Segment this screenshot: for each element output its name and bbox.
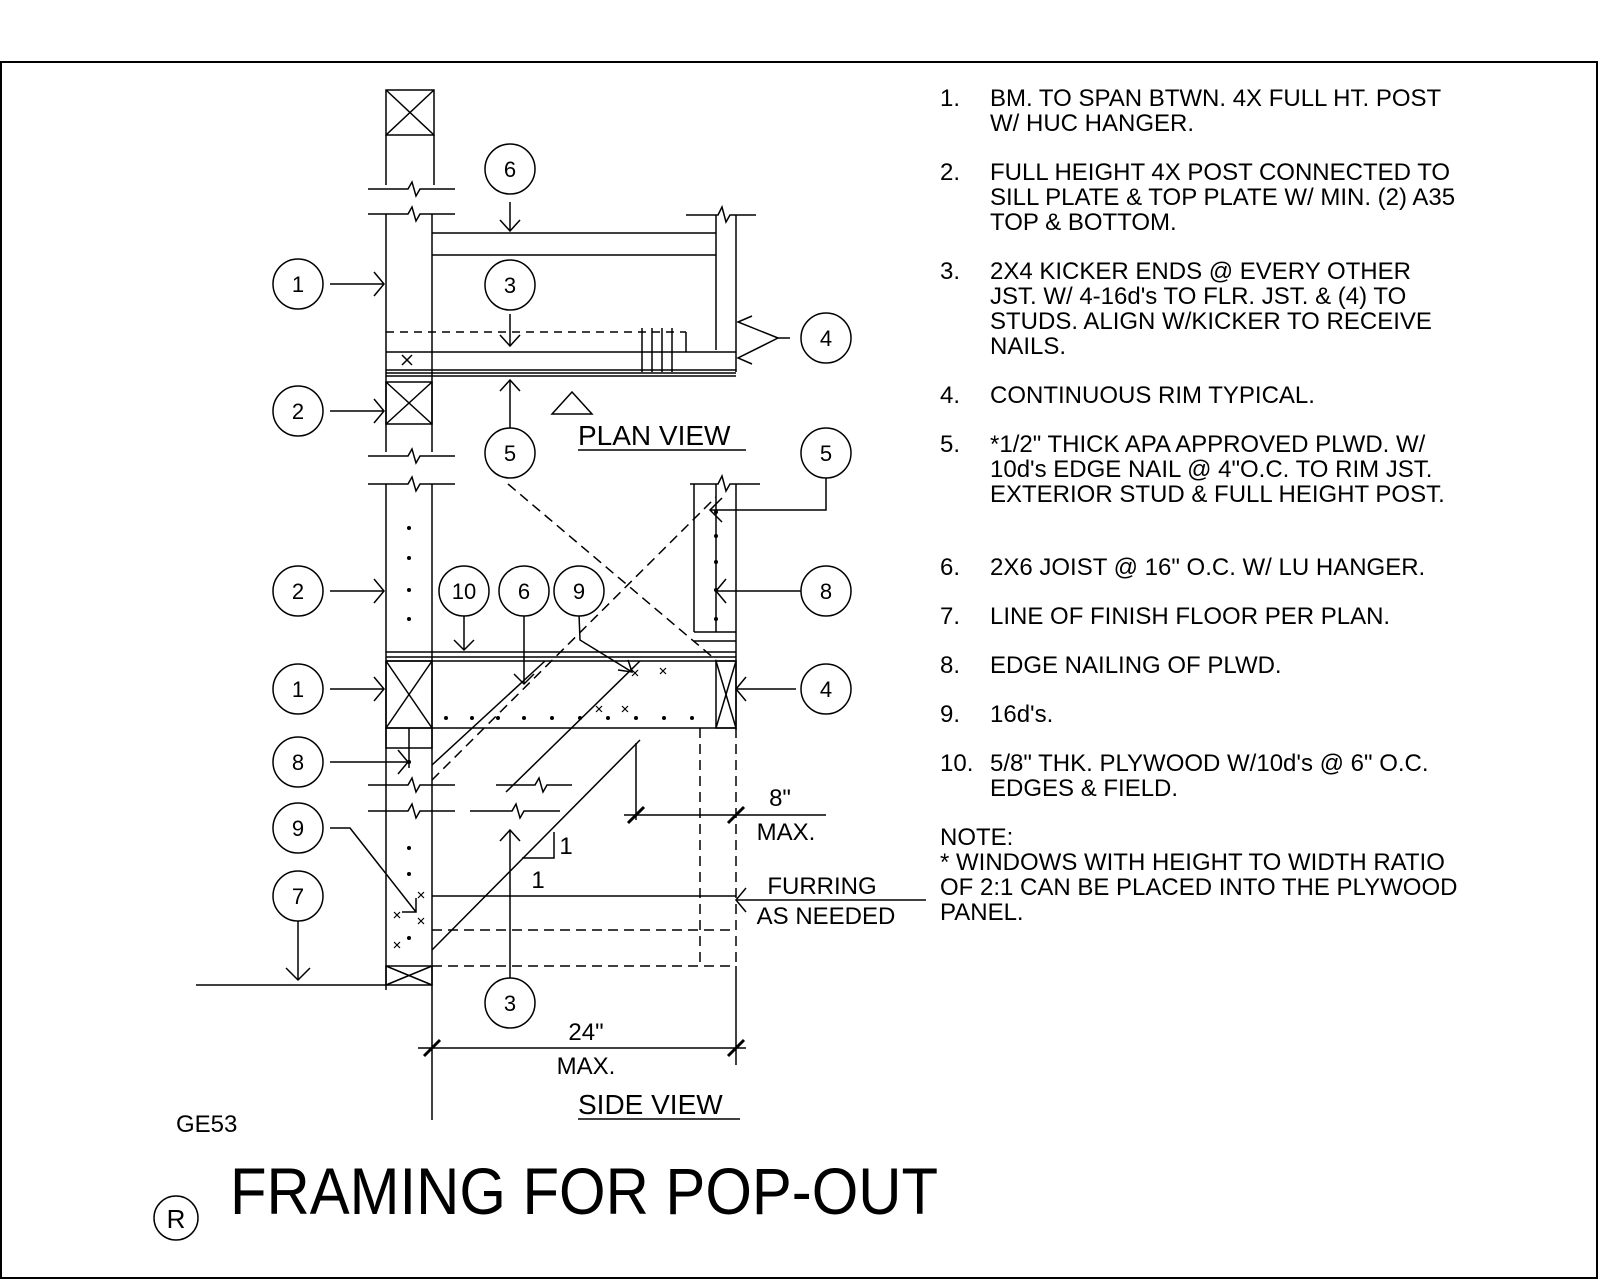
note-5: 5. *1/2" THICK APA APPROVED PLWD. W/ 10d'… bbox=[940, 432, 1460, 507]
note-number: 3. bbox=[940, 258, 961, 285]
note-number: 1. bbox=[940, 85, 961, 112]
callout-side-5: 5 bbox=[820, 441, 832, 466]
page-title: FRAMING FOR POP-OUT bbox=[230, 1154, 938, 1228]
note-text: LINE OF FINISH FLOOR PER PLAN. bbox=[990, 603, 1391, 630]
callout-side-8: 8 bbox=[820, 579, 832, 604]
slope-run: 1 bbox=[531, 867, 544, 894]
note-text: 16d's. bbox=[990, 701, 1054, 728]
note-7: 7. LINE OF FINISH FLOOR PER PLAN. bbox=[940, 604, 1460, 629]
note-text: 2X6 JOIST @ 16" O.C. W/ LU HANGER. bbox=[990, 554, 1426, 581]
callout-side-8b: 8 bbox=[292, 750, 304, 775]
note-3: 3. 2X4 KICKER ENDS @ EVERY OTHER JST. W/ … bbox=[940, 259, 1460, 359]
dim-8-max: MAX. bbox=[757, 819, 816, 846]
notes-list: 1. BM. TO SPAN BTWN. 4X FULL HT. POST W/ … bbox=[940, 86, 1460, 925]
general-note-heading: NOTE: bbox=[940, 824, 1014, 851]
sheet-code: GE53 bbox=[176, 1111, 237, 1138]
callout-side-6: 6 bbox=[518, 579, 530, 604]
note-2: 2. FULL HEIGHT 4X POST CONNECTED TO SILL … bbox=[940, 160, 1460, 235]
note-4: 4. CONTINUOUS RIM TYPICAL. bbox=[940, 383, 1460, 408]
callout-side-3: 3 bbox=[504, 991, 516, 1016]
dim-24-max: MAX. bbox=[557, 1053, 616, 1080]
note-text: *1/2" THICK APA APPROVED PLWD. W/ 10d's … bbox=[990, 431, 1445, 508]
furring-label-2: AS NEEDED bbox=[757, 903, 896, 930]
furring-label-1: FURRING bbox=[767, 873, 876, 900]
note-number: 7. bbox=[940, 603, 961, 630]
note-9: 9. 16d's. bbox=[940, 702, 1460, 727]
note-number: 9. bbox=[940, 701, 961, 728]
note-number: 4. bbox=[940, 382, 961, 409]
callout-side-2: 2 bbox=[292, 579, 304, 604]
note-6: 6. 2X6 JOIST @ 16" O.C. W/ LU HANGER. bbox=[940, 555, 1460, 580]
callout-side-1: 1 bbox=[292, 677, 304, 702]
dim-24-value: 24" bbox=[568, 1019, 603, 1046]
note-text: 5/8" THK. PLYWOOD W/10d's @ 6" O.C. EDGE… bbox=[990, 750, 1429, 802]
callout-side-9: 9 bbox=[573, 579, 585, 604]
sheet-border bbox=[1, 62, 1597, 1278]
side-view-label: SIDE VIEW bbox=[578, 1089, 723, 1120]
callout-plan-6: 6 bbox=[504, 157, 516, 182]
callout-plan-3: 3 bbox=[504, 273, 516, 298]
revision-mark: R bbox=[167, 1204, 186, 1234]
callout-plan-2: 2 bbox=[292, 399, 304, 424]
note-1: 1. BM. TO SPAN BTWN. 4X FULL HT. POST W/ … bbox=[940, 86, 1460, 136]
note-text: 2X4 KICKER ENDS @ EVERY OTHER JST. W/ 4-… bbox=[990, 258, 1432, 360]
note-10: 10. 5/8" THK. PLYWOOD W/10d's @ 6" O.C. E… bbox=[940, 751, 1460, 801]
callout-side-10: 10 bbox=[452, 579, 476, 604]
note-text: BM. TO SPAN BTWN. 4X FULL HT. POST W/ HU… bbox=[990, 85, 1441, 137]
note-number: 6. bbox=[940, 554, 961, 581]
note-8: 8. EDGE NAILING OF PLWD. bbox=[940, 653, 1460, 678]
callout-side-4: 4 bbox=[820, 677, 832, 702]
callout-side-7: 7 bbox=[292, 884, 304, 909]
callout-side-9b: 9 bbox=[292, 816, 304, 841]
slope-rise: 1 bbox=[559, 833, 572, 860]
plan-view-label: PLAN VIEW bbox=[578, 420, 731, 451]
note-number: 5. bbox=[940, 431, 961, 458]
callout-plan-4: 4 bbox=[820, 326, 832, 351]
note-number: 8. bbox=[940, 652, 961, 679]
dim-8-value: 8" bbox=[769, 785, 791, 812]
callout-plan-5: 5 bbox=[504, 441, 516, 466]
note-text: CONTINUOUS RIM TYPICAL. bbox=[990, 382, 1315, 409]
callout-plan-1: 1 bbox=[292, 272, 304, 297]
note-text: FULL HEIGHT 4X POST CONNECTED TO SILL PL… bbox=[990, 159, 1456, 236]
note-number: 10. bbox=[940, 750, 974, 777]
note-text: EDGE NAILING OF PLWD. bbox=[990, 652, 1282, 679]
general-note: NOTE: * WINDOWS WITH HEIGHT TO WIDTH RAT… bbox=[940, 825, 1460, 925]
note-number: 2. bbox=[940, 159, 961, 186]
general-note-text: * WINDOWS WITH HEIGHT TO WIDTH RATIO OF … bbox=[940, 849, 1458, 926]
